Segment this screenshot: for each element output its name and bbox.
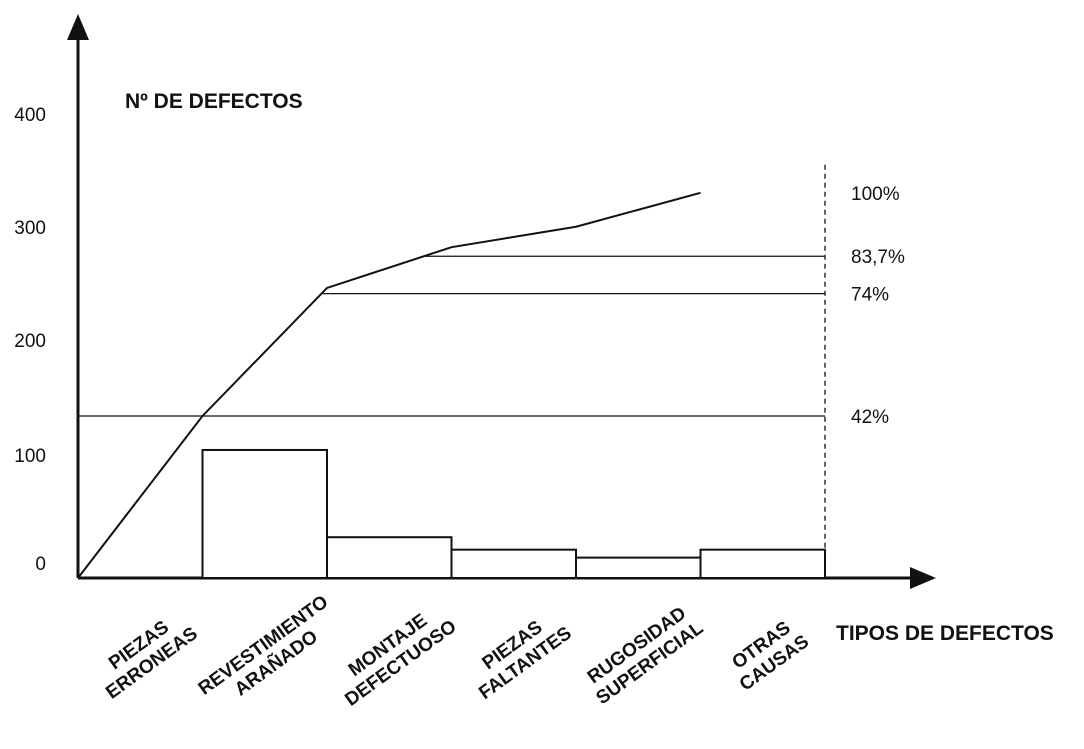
category-label: RUGOSIDADSUPERFICIAL xyxy=(580,600,708,709)
bar xyxy=(699,548,826,579)
percentage-label: 100% xyxy=(851,184,900,205)
y-tick-label: 100 xyxy=(14,446,46,467)
bar xyxy=(450,548,577,579)
percentage-label: 42% xyxy=(851,407,889,428)
x-axis-title: TIPOS DE DEFECTOS xyxy=(836,622,1054,645)
category-label: OTRASCAUSAS xyxy=(723,613,813,695)
reference-lines xyxy=(78,164,826,578)
bar xyxy=(201,448,328,580)
percentage-label: 83,7% xyxy=(851,247,905,268)
x-axis-arrow xyxy=(910,567,936,589)
y-tick-label: 400 xyxy=(14,105,46,126)
y-tick-labels: 400 300 200 100 0 xyxy=(14,105,46,575)
percentage-label: 74% xyxy=(851,285,889,306)
bars xyxy=(201,448,826,580)
y-tick-label: 200 xyxy=(14,331,46,352)
y-tick-label: 0 xyxy=(35,554,46,575)
category-label: PIEZASFALTANTES xyxy=(462,605,576,704)
category-label: MONTAJEDEFECTUOSO xyxy=(328,598,460,710)
bar xyxy=(326,536,453,579)
bar xyxy=(575,556,702,580)
category-label: REVESTIMIENTOARAÑADO xyxy=(195,592,346,718)
y-axis-arrow xyxy=(67,14,89,40)
cumulative-line xyxy=(77,191,701,579)
cumulative-line-group xyxy=(77,191,701,579)
category-label: PIEZASERRONEAS xyxy=(89,605,201,703)
y-tick-label: 300 xyxy=(14,218,46,239)
y-axis-title: Nº DE DEFECTOS xyxy=(125,90,303,113)
percentage-labels: 100% 83,7% 74% 42% xyxy=(851,184,905,428)
